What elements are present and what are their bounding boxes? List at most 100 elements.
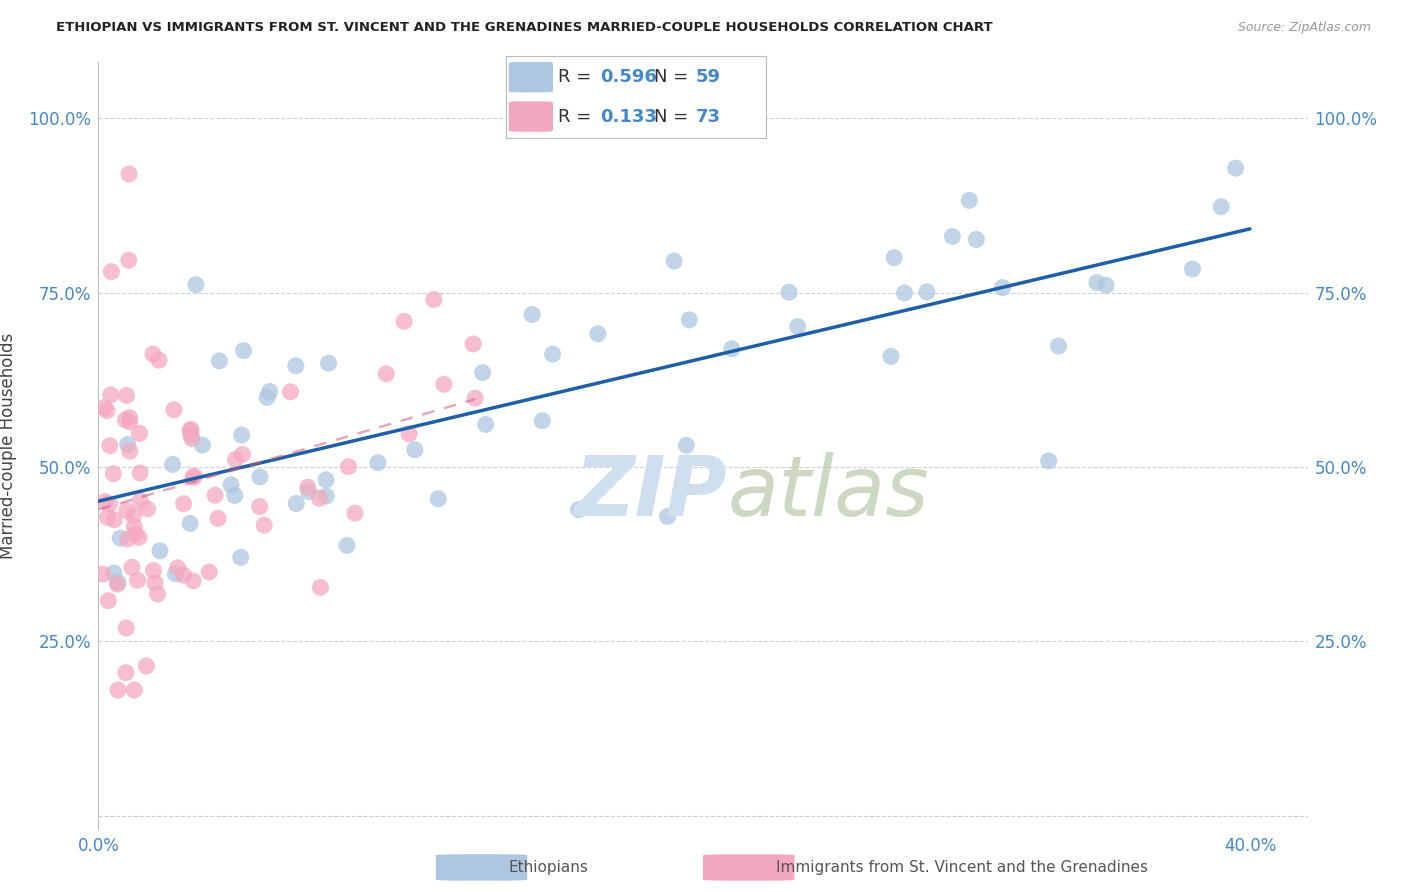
Point — [297, 480, 319, 494]
Point — [343, 506, 366, 520]
Point — [883, 251, 905, 265]
Point — [179, 424, 201, 438]
Point — [181, 574, 204, 588]
Point — [1211, 200, 1233, 214]
Point — [1038, 454, 1060, 468]
Point — [463, 337, 485, 351]
Point — [143, 575, 166, 590]
Text: N =: N = — [654, 68, 695, 87]
Point — [118, 410, 141, 425]
Point — [531, 414, 554, 428]
Point — [129, 493, 152, 508]
Point — [586, 326, 609, 341]
Point — [915, 285, 938, 299]
Point — [128, 530, 150, 544]
Point — [567, 502, 589, 516]
Point — [115, 665, 138, 680]
Point — [249, 470, 271, 484]
Text: R =: R = — [558, 108, 598, 126]
Point — [97, 593, 120, 607]
Point — [249, 500, 271, 514]
Point — [191, 438, 214, 452]
Point — [880, 350, 903, 364]
Point — [124, 519, 146, 533]
FancyBboxPatch shape — [509, 62, 553, 92]
Y-axis label: Married-couple Households: Married-couple Households — [0, 333, 17, 559]
Text: Immigrants from St. Vincent and the Grenadines: Immigrants from St. Vincent and the Gren… — [776, 860, 1149, 875]
Point — [1181, 262, 1204, 277]
Point — [180, 428, 202, 442]
Point — [198, 565, 221, 579]
Point — [398, 426, 420, 441]
Point — [93, 401, 115, 415]
Point — [103, 513, 125, 527]
Point — [118, 167, 141, 181]
Text: Source: ZipAtlas.com: Source: ZipAtlas.com — [1237, 21, 1371, 34]
Point — [1225, 161, 1247, 176]
Point — [146, 587, 169, 601]
FancyBboxPatch shape — [509, 102, 553, 132]
Point — [315, 489, 337, 503]
Point — [173, 497, 195, 511]
Point — [179, 516, 201, 531]
Point — [180, 431, 202, 445]
Point — [115, 503, 138, 517]
Text: 0.133: 0.133 — [600, 108, 657, 126]
Point — [786, 319, 808, 334]
Point — [207, 511, 229, 525]
Point — [135, 659, 157, 673]
Point — [94, 494, 117, 508]
Point — [173, 568, 195, 582]
Text: ETHIOPIAN VS IMMIGRANTS FROM ST. VINCENT AND THE GRENADINES MARRIED-COUPLE HOUSE: ETHIOPIAN VS IMMIGRANTS FROM ST. VINCENT… — [56, 21, 993, 34]
Point — [675, 438, 697, 452]
Point — [941, 229, 963, 244]
Point — [1047, 339, 1070, 353]
Point — [100, 388, 122, 402]
Point — [103, 566, 125, 580]
Point — [165, 566, 187, 581]
Point — [336, 539, 359, 553]
Text: N =: N = — [654, 108, 695, 126]
Point — [318, 356, 340, 370]
FancyBboxPatch shape — [436, 855, 527, 880]
Point — [148, 353, 170, 368]
Point — [107, 575, 129, 590]
Point — [965, 232, 987, 246]
Point — [1085, 276, 1108, 290]
Point — [285, 496, 308, 510]
Point — [231, 428, 253, 442]
Point — [280, 384, 302, 399]
Point — [893, 285, 915, 300]
Point — [166, 561, 188, 575]
Point — [392, 314, 415, 328]
Point — [121, 560, 143, 574]
Point — [183, 469, 205, 483]
Point — [219, 478, 242, 492]
Point — [108, 531, 131, 545]
Point — [309, 581, 332, 595]
Point — [128, 426, 150, 441]
Point — [122, 508, 145, 523]
Point — [118, 415, 141, 429]
Point — [337, 459, 360, 474]
Point — [117, 532, 139, 546]
Point — [162, 458, 184, 472]
Point — [678, 313, 700, 327]
Point — [91, 567, 114, 582]
Point — [180, 422, 202, 436]
Point — [181, 470, 204, 484]
Point — [117, 437, 139, 451]
Point — [118, 253, 141, 268]
Point — [124, 527, 146, 541]
Text: 73: 73 — [696, 108, 721, 126]
Point — [231, 447, 253, 461]
Point — [100, 265, 122, 279]
Point — [107, 683, 129, 698]
Point — [224, 452, 246, 467]
Point — [184, 277, 207, 292]
Point — [204, 488, 226, 502]
Point — [284, 359, 307, 373]
Point — [315, 473, 337, 487]
Point — [229, 550, 252, 565]
Point — [253, 518, 276, 533]
